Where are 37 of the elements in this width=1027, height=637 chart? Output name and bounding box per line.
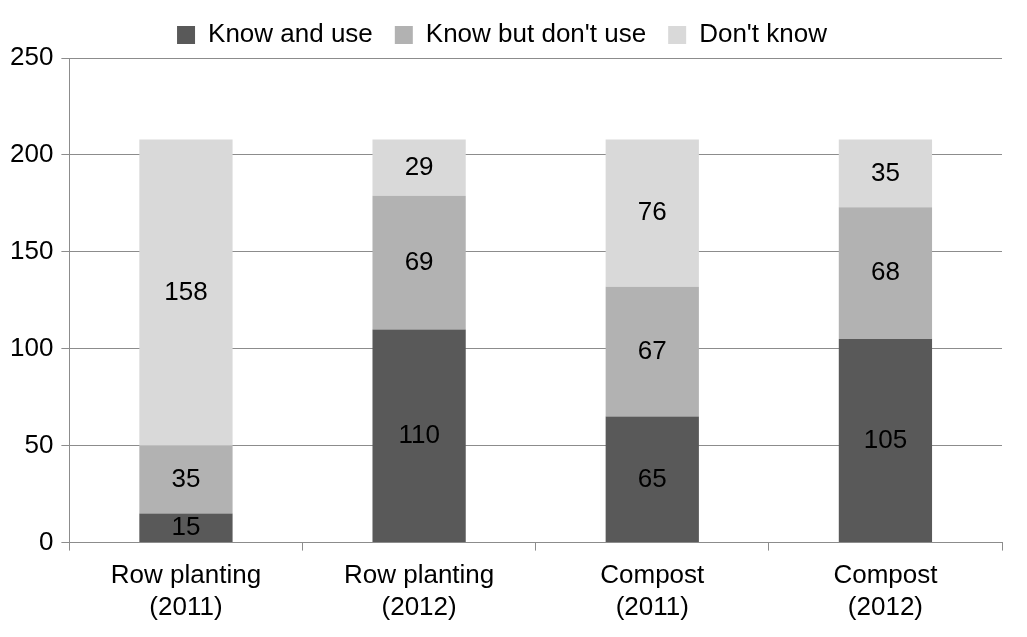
y-tick-label: 200 — [9, 138, 54, 169]
legend-label: Know and use — [208, 18, 373, 49]
bar — [838, 207, 933, 340]
data-label: 105 — [863, 423, 908, 454]
legend-label: Don't know — [699, 18, 828, 49]
bar — [605, 416, 699, 543]
x-tick-label: Row planting (2012) — [343, 559, 495, 621]
x-tick-label: Compost (2011) — [600, 559, 706, 621]
data-label: 76 — [637, 196, 667, 227]
bar — [605, 139, 699, 287]
bar — [372, 139, 466, 196]
legend-label: Know but don't use — [425, 18, 647, 49]
bar — [838, 339, 933, 543]
bar — [372, 329, 466, 543]
y-tick-label: 0 — [38, 525, 54, 556]
bar — [139, 513, 233, 543]
y-tick-label: 150 — [9, 235, 54, 266]
bar — [605, 286, 699, 417]
x-tick-label: Compost (2012) — [833, 559, 939, 621]
bar — [838, 139, 933, 208]
y-tick-label: 50 — [24, 428, 54, 459]
data-label: 68 — [870, 256, 900, 287]
y-tick-label: 100 — [9, 331, 54, 362]
x-tick-label: Row planting (2011) — [110, 559, 262, 621]
bar — [372, 195, 466, 330]
data-label: 69 — [404, 245, 434, 276]
data-label: 65 — [637, 462, 667, 493]
data-label: 35 — [870, 156, 900, 187]
data-label: 35 — [171, 462, 201, 493]
data-label: 29 — [404, 150, 434, 181]
bar — [139, 139, 233, 446]
y-tick-label: 250 — [9, 41, 54, 72]
bar — [139, 445, 233, 514]
data-label: 15 — [171, 510, 201, 541]
data-label: 158 — [164, 275, 208, 306]
data-label: 67 — [637, 334, 667, 365]
data-label: 110 — [398, 418, 440, 449]
